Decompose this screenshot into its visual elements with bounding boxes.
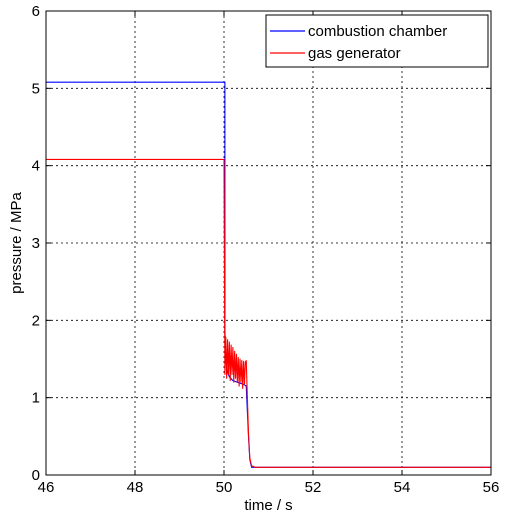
- x-tick-label: 54: [394, 479, 411, 496]
- legend-box: [265, 14, 489, 68]
- y-tick-label: 4: [32, 158, 40, 175]
- x-tick-label: 56: [483, 479, 500, 496]
- x-tick-label: 48: [127, 479, 144, 496]
- y-tick-label: 6: [32, 3, 40, 20]
- y-tick-label: 2: [32, 312, 40, 329]
- x-tick-label: 46: [38, 479, 55, 496]
- legend: combustion chamber gas generator: [265, 14, 489, 68]
- legend-label-combustion-chamber: combustion chamber: [308, 23, 447, 40]
- y-tick-label: 3: [32, 235, 40, 252]
- x-tick-label: 52: [305, 479, 322, 496]
- y-axis-label: pressure / MPa: [8, 191, 25, 293]
- x-tick-label: 50: [216, 479, 233, 496]
- y-tick-label: 1: [32, 390, 40, 407]
- series-line-gas-generator: [46, 158, 491, 468]
- plot-lines: [46, 81, 491, 468]
- y-tick-label: 0: [32, 467, 40, 484]
- x-axis-label: time / s: [244, 497, 292, 514]
- legend-label-gas-generator: gas generator: [308, 45, 401, 62]
- y-tick-label: 5: [32, 80, 40, 97]
